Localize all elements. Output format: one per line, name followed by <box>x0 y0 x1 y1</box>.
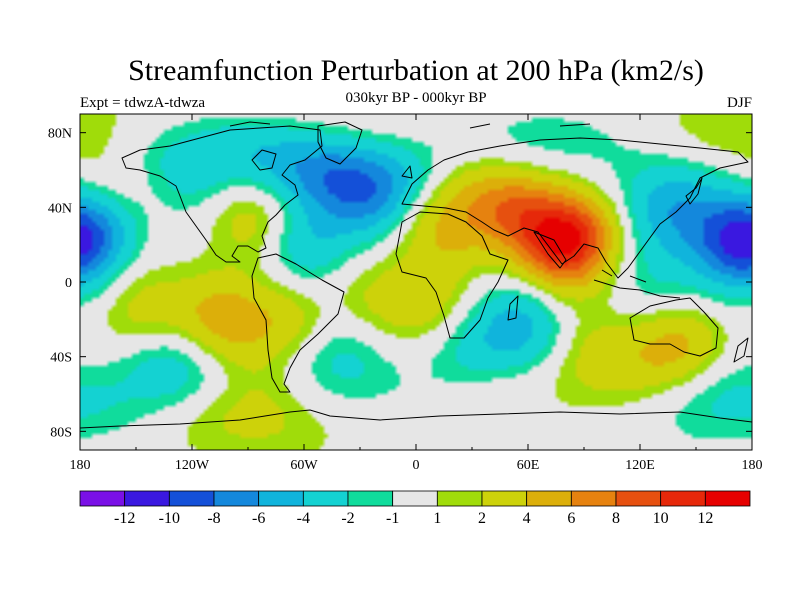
colorbar-label: 2 <box>478 510 486 527</box>
colorbar-swatch <box>392 490 438 507</box>
coastlines <box>80 121 752 429</box>
colorbar-label: 12 <box>697 510 713 527</box>
x-tick-label: 60E <box>517 458 540 473</box>
x-tick-label: 0 <box>413 458 420 473</box>
coastline-antarctica <box>80 409 752 429</box>
colorbar-swatch <box>347 490 394 507</box>
colorbar: -12 -10 -8 -6 -4 -2 -1 1 2 4 6 8 10 12 <box>79 490 751 527</box>
period-label: 030kyr BP - 000kyr BP <box>345 90 486 106</box>
colorbar-label: -4 <box>297 510 310 527</box>
coastline-indonesia <box>593 269 681 299</box>
colorbar-label: 4 <box>523 510 531 527</box>
coastline-greenland <box>317 121 363 165</box>
colorbar-swatch <box>258 490 304 507</box>
colorbar-swatch <box>79 490 126 507</box>
y-axis-ticks: 80N 40N 0 40S 80S <box>48 127 752 440</box>
colorbar-swatch <box>526 490 572 507</box>
streamfunction-field <box>80 114 752 450</box>
colorbar-label: -12 <box>114 510 135 527</box>
coastline-eurasia <box>401 137 749 279</box>
x-axis-ticks: 180 120W 60W 0 60E 120E 180 <box>70 114 763 473</box>
colorbar-swatch <box>302 490 349 507</box>
coastline-hudson-bay <box>251 149 277 171</box>
experiment-label: Expt = tdwzA-tdwza <box>80 95 205 111</box>
colorbar-swatch <box>615 490 662 507</box>
coastline-madagascar <box>507 295 519 321</box>
colorbar-swatch <box>481 490 528 507</box>
colorbar-label: 1 <box>433 510 441 527</box>
colorbar-swatch <box>213 490 260 507</box>
coastline-new-zealand <box>733 337 749 363</box>
colorbar-label: -10 <box>159 510 180 527</box>
x-tick-label: 180 <box>70 458 91 473</box>
coastline-australia <box>629 297 719 357</box>
colorbar-swatch <box>660 490 706 507</box>
colorbar-swatch <box>570 490 617 507</box>
field-layer <box>80 114 752 450</box>
coastline-japan <box>685 177 703 205</box>
coastline-north-america <box>121 125 323 263</box>
coastline-uk <box>401 165 413 179</box>
colorbar-label: -6 <box>252 510 265 527</box>
colorbar-swatch <box>704 490 751 507</box>
coastline-south-america <box>251 253 345 393</box>
colorbar-swatch <box>124 490 170 507</box>
y-tick-label: 80N <box>48 127 72 142</box>
y-tick-label: 0 <box>65 276 72 291</box>
colorbar-label: -2 <box>341 510 354 527</box>
colorbar-swatch <box>168 490 215 507</box>
season-label: DJF <box>727 95 752 111</box>
x-tick-label: 120E <box>625 458 655 473</box>
coastline-india <box>533 231 567 269</box>
y-tick-label: 40N <box>48 201 72 216</box>
x-tick-label: 60W <box>290 458 318 473</box>
coastline-africa <box>395 211 509 339</box>
colorbar-label: 6 <box>567 510 575 527</box>
colorbar-label: 8 <box>612 510 620 527</box>
y-tick-label: 80S <box>50 425 72 440</box>
x-tick-label: 180 <box>742 458 763 473</box>
coastline-arctic-islands <box>229 121 591 129</box>
colorbar-swatch <box>436 490 483 507</box>
colorbar-label: 10 <box>653 510 669 527</box>
colorbar-label: -8 <box>207 510 220 527</box>
colorbar-label: -1 <box>386 510 399 527</box>
x-tick-label: 120W <box>175 458 210 473</box>
chart-title: Streamfunction Perturbation at 200 hPa (… <box>128 54 704 87</box>
y-tick-label: 40S <box>50 351 72 366</box>
